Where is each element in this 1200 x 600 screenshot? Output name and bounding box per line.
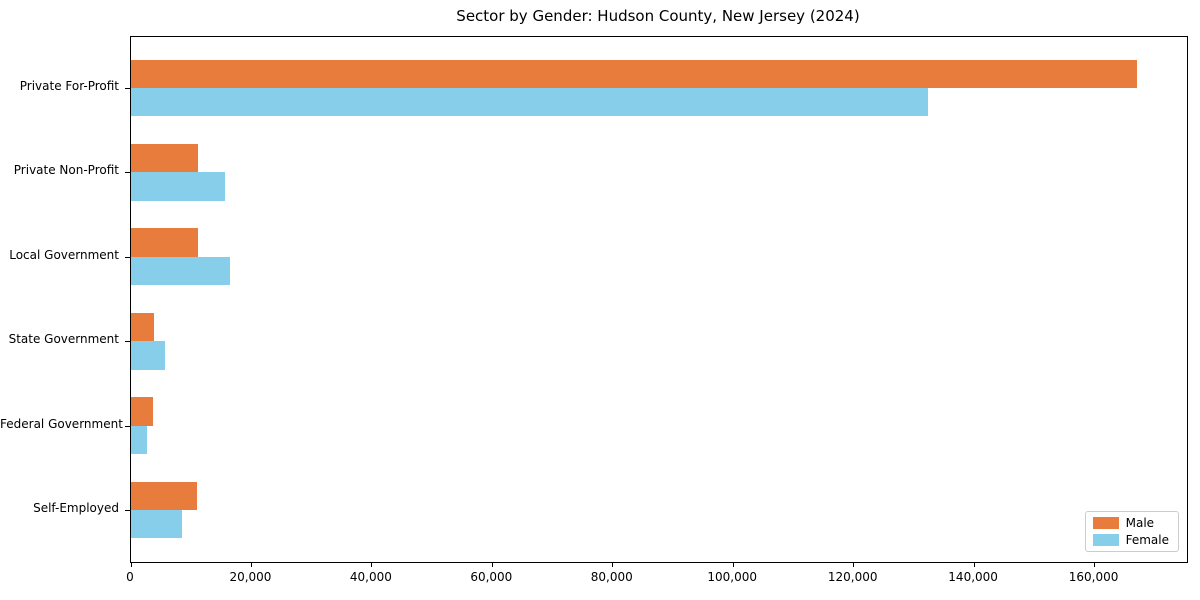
x-axis-label-40-000: 40,000: [349, 570, 392, 584]
x-tick-mark: [732, 562, 734, 567]
bar-female-federal-government: [131, 425, 148, 454]
y-tick-mark: [125, 88, 130, 89]
x-tick-mark: [853, 562, 855, 567]
bar-male-private-non-profit: [131, 144, 198, 173]
x-tick-mark: [250, 562, 252, 567]
bar-female-state-government: [131, 341, 165, 370]
bar-male-private-for-profit: [131, 59, 1137, 88]
legend-swatch-female: [1092, 534, 1119, 546]
y-tick-mark: [125, 425, 130, 427]
x-axis-label-60-000: 60,000: [470, 570, 513, 584]
legend-item-male: Male: [1092, 516, 1169, 530]
y-axis-label-federal-government: Federal Government: [0, 416, 123, 431]
legend: Male Female: [1084, 511, 1179, 552]
x-tick-mark: [491, 562, 493, 567]
legend-label-male: Male: [1125, 516, 1155, 530]
x-axis-label-120-000: 120,000: [827, 570, 878, 584]
y-axis-label-private-non-profit: Private Non-Profit: [13, 163, 119, 178]
bar-male-local-government: [131, 228, 198, 257]
x-axis-label-20-000: 20,000: [229, 570, 272, 584]
x-axis-label-100-000: 100,000: [707, 570, 758, 584]
x-axis-label-0: 0: [126, 570, 134, 584]
x-axis-label-160-000: 160,000: [1068, 570, 1119, 584]
bar-female-private-non-profit: [131, 172, 225, 201]
x-tick-mark: [130, 562, 132, 567]
y-tick-mark: [125, 256, 130, 258]
y-tick-mark: [125, 510, 130, 511]
x-tick-mark: [973, 562, 975, 567]
bar-male-self-employed: [131, 481, 197, 510]
y-axis-label-local-government: Local Government: [9, 247, 119, 262]
bar-female-self-employed: [131, 510, 182, 539]
x-tick-mark: [371, 562, 373, 567]
bar-male-federal-government: [131, 397, 153, 426]
chart-title: Sector by Gender: Hudson County, New Jer…: [456, 7, 860, 25]
x-tick-mark: [612, 562, 614, 567]
legend-item-female: Female: [1092, 533, 1169, 547]
bar-female-local-government: [131, 256, 231, 286]
y-axis-label-private-for-profit: Private For-Profit: [19, 79, 119, 93]
y-axis-label-state-government: State Government: [8, 332, 119, 347]
legend-swatch-male: [1092, 517, 1119, 529]
x-tick-mark: [1094, 562, 1096, 567]
bar-female-private-for-profit: [131, 88, 928, 117]
y-tick-mark: [125, 341, 130, 343]
y-tick-mark: [125, 172, 130, 174]
plot-area: Male Female: [125, 36, 1188, 567]
legend-label-female: Female: [1125, 533, 1169, 547]
x-axis-label-140-000: 140,000: [948, 570, 998, 584]
bar-male-state-government: [131, 312, 154, 342]
y-axis-label-self-employed: Self-Employed: [33, 501, 119, 515]
x-axis-label-80-000: 80,000: [590, 570, 633, 584]
